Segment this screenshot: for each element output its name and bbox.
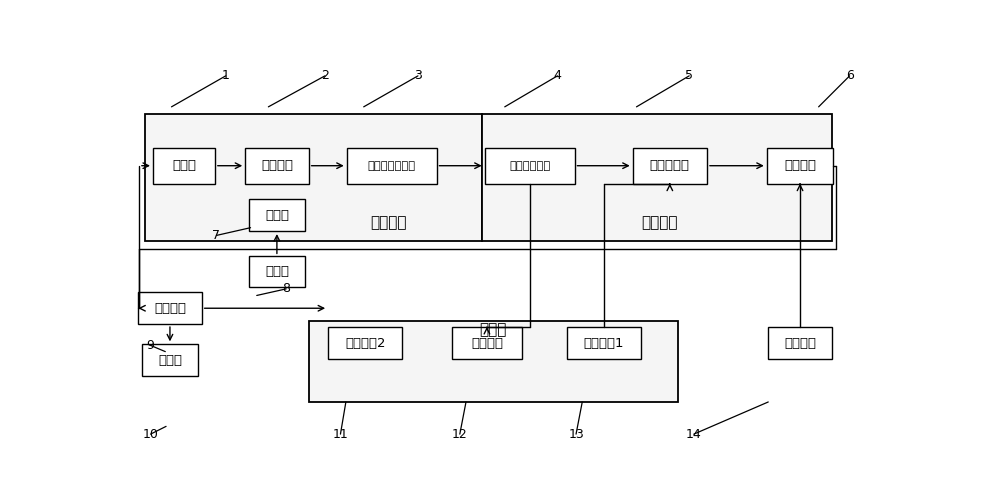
Bar xyxy=(142,344,198,376)
Text: 3: 3 xyxy=(414,69,422,82)
Bar xyxy=(245,147,309,184)
Text: 13: 13 xyxy=(568,428,584,441)
Text: 伺服线路: 伺服线路 xyxy=(642,215,678,230)
Bar xyxy=(767,147,833,184)
Bar xyxy=(153,147,215,184)
Text: 2: 2 xyxy=(321,69,329,82)
Bar xyxy=(452,327,522,359)
Text: 真空泵: 真空泵 xyxy=(265,265,289,278)
Text: 7: 7 xyxy=(212,229,220,242)
Text: 恒流驱动: 恒流驱动 xyxy=(784,159,816,172)
Text: 石英摆片: 石英摆片 xyxy=(261,159,293,172)
Bar xyxy=(633,147,707,184)
Text: 比例放大器: 比例放大器 xyxy=(650,159,690,172)
Text: 扫频仪: 扫频仪 xyxy=(479,322,507,337)
Text: 输入通道2: 输入通道2 xyxy=(345,337,386,350)
Bar xyxy=(328,327,402,359)
Text: 6: 6 xyxy=(846,69,854,82)
Text: 抽气嘴: 抽气嘴 xyxy=(265,209,289,222)
Text: 激励通道: 激励通道 xyxy=(471,337,503,350)
Text: 14: 14 xyxy=(686,428,702,441)
Text: 差分电容传感器: 差分电容传感器 xyxy=(368,160,416,171)
Text: 加速度计: 加速度计 xyxy=(370,215,407,230)
Text: 力矩器: 力矩器 xyxy=(172,159,196,172)
Text: 12: 12 xyxy=(452,428,468,441)
Text: 直流供电: 直流供电 xyxy=(784,337,816,350)
Text: 示波器: 示波器 xyxy=(158,354,182,367)
Text: 1: 1 xyxy=(222,69,230,82)
Bar xyxy=(768,327,832,359)
Text: 8: 8 xyxy=(282,282,290,295)
Bar xyxy=(249,199,305,231)
Text: 检测放大电路: 检测放大电路 xyxy=(509,160,550,171)
Text: 11: 11 xyxy=(333,428,348,441)
Bar xyxy=(567,327,641,359)
Bar xyxy=(145,114,482,241)
Bar xyxy=(309,320,678,402)
Bar xyxy=(485,147,574,184)
Text: 4: 4 xyxy=(554,69,561,82)
Text: 5: 5 xyxy=(685,69,693,82)
Text: 输入通道1: 输入通道1 xyxy=(584,337,624,350)
Text: 采样电阻: 采样电阻 xyxy=(154,302,186,315)
Text: 10: 10 xyxy=(143,428,159,441)
Bar xyxy=(138,292,202,324)
Text: 9: 9 xyxy=(147,339,155,352)
Bar xyxy=(249,257,305,287)
Bar xyxy=(347,147,437,184)
Bar xyxy=(482,114,832,241)
